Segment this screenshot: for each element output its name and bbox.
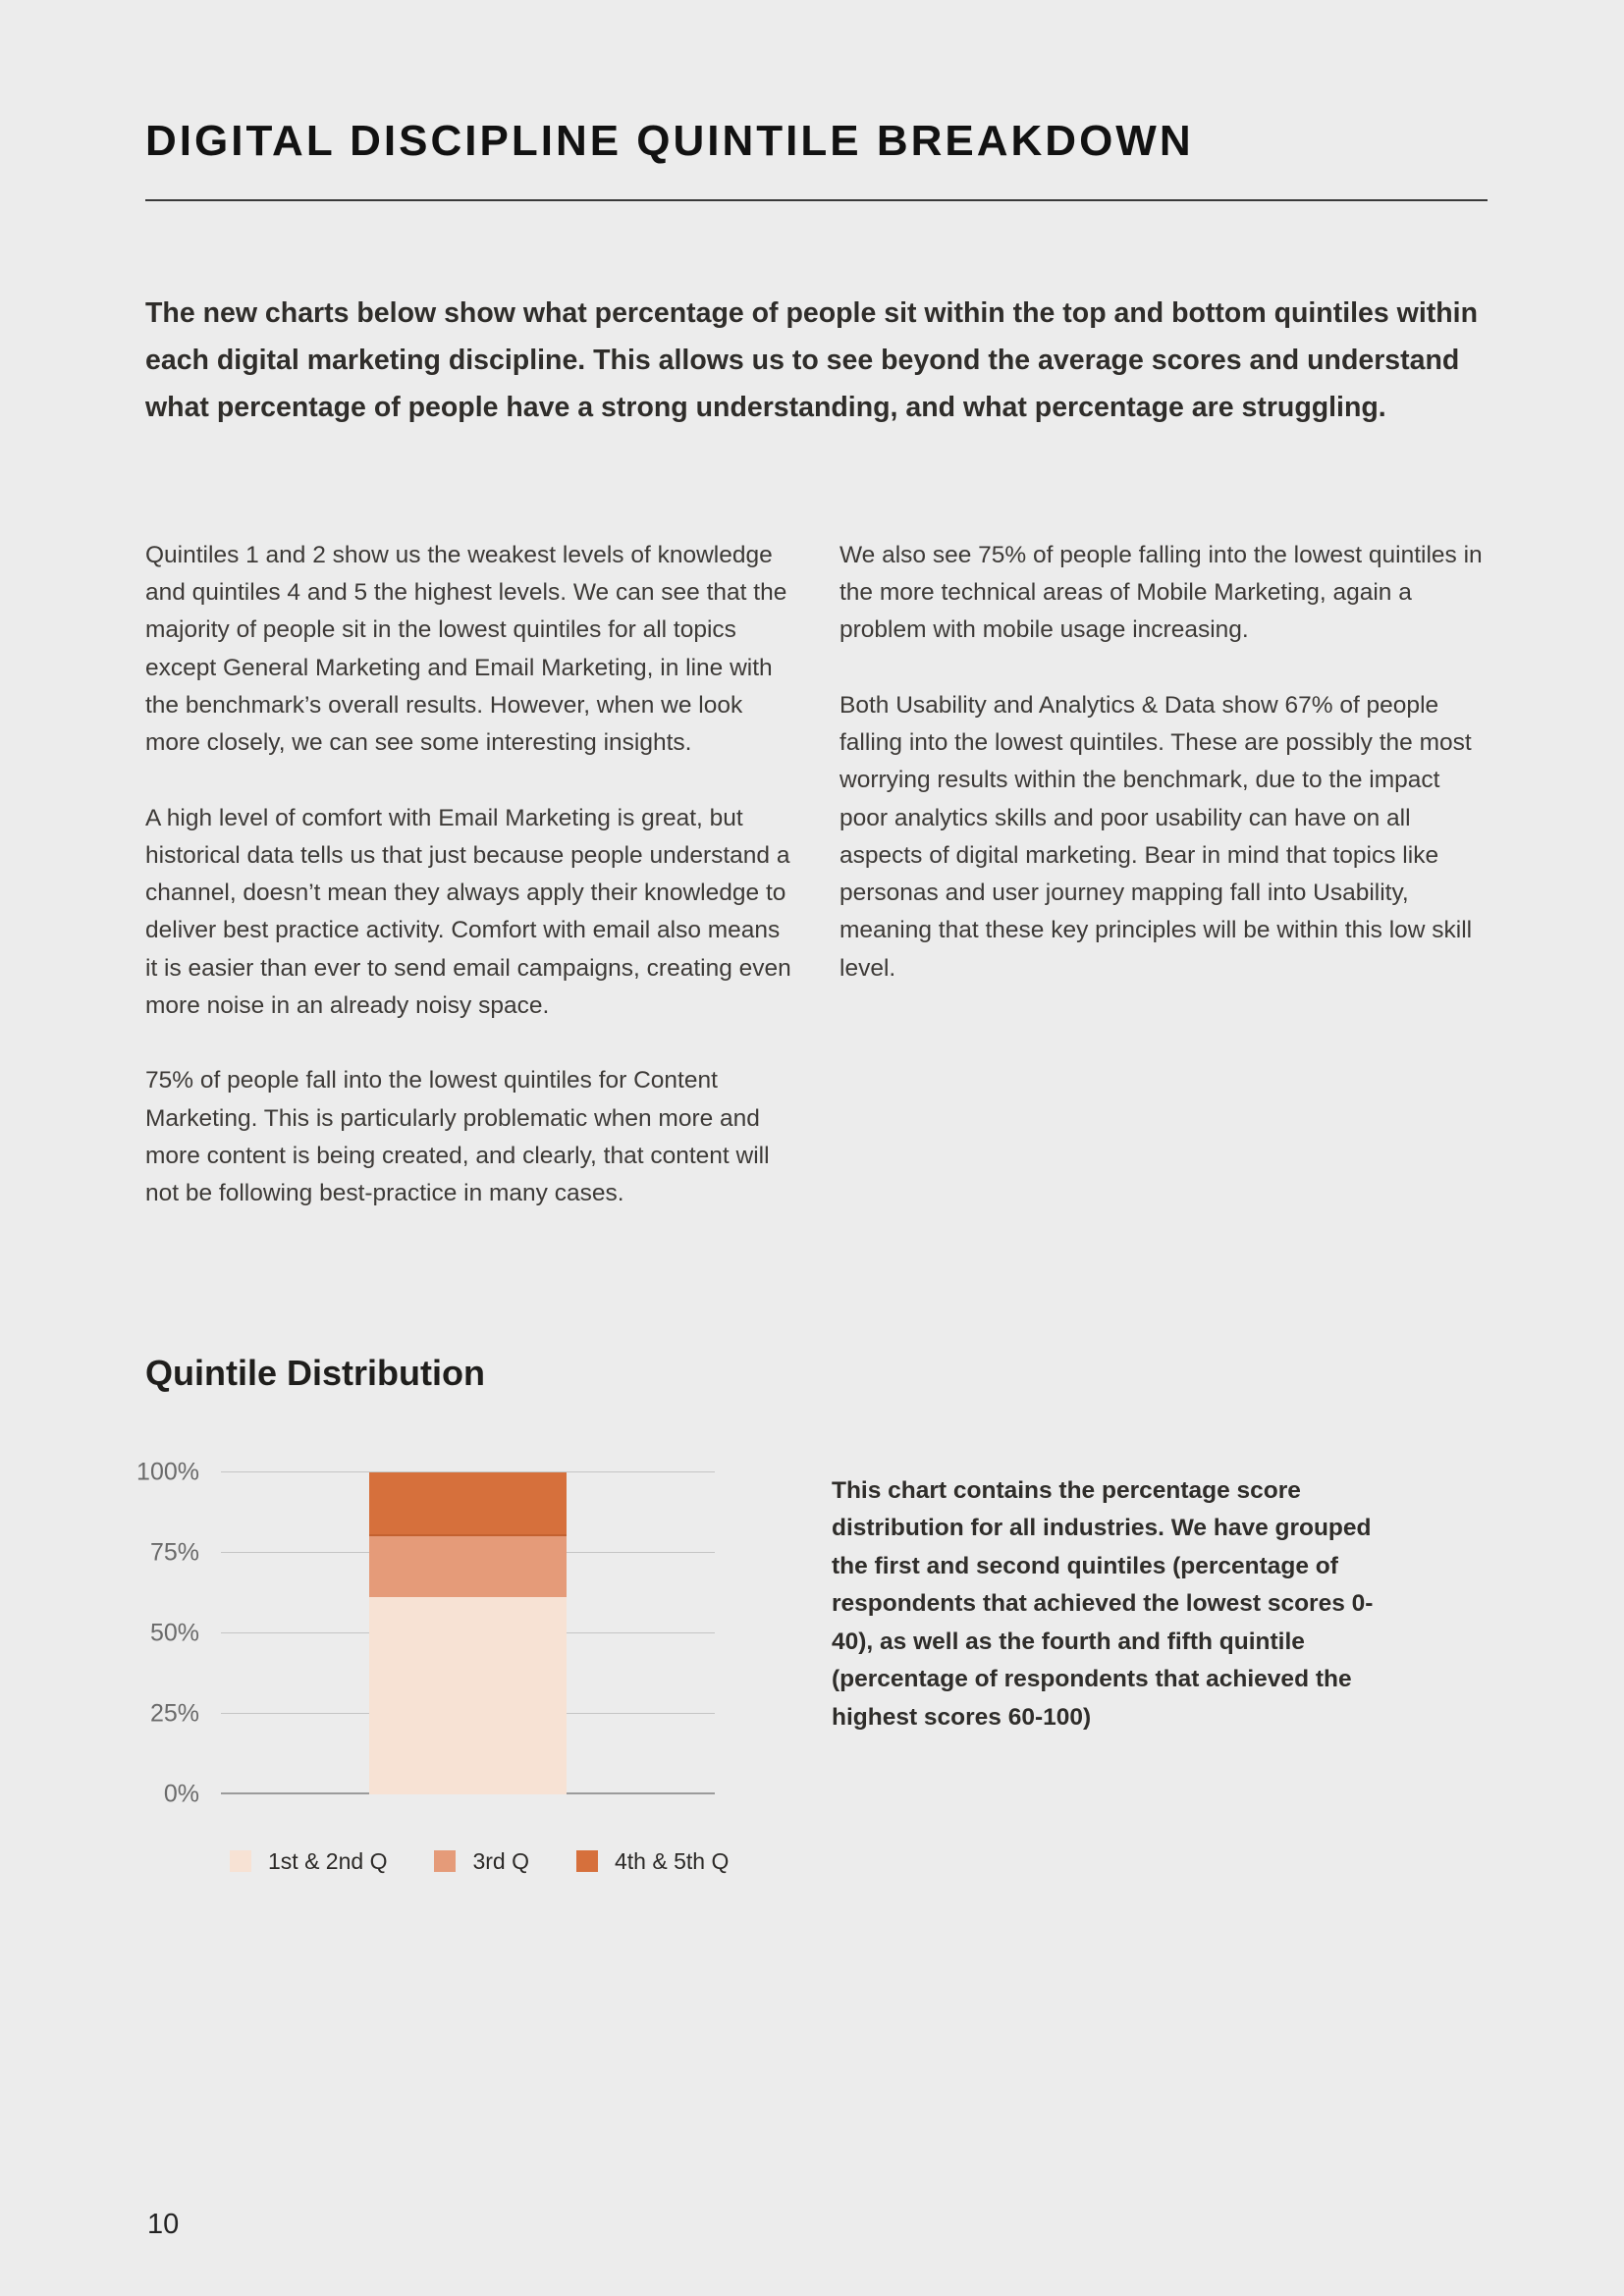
quintile-distribution-chart: 0% 25% 50% 75% 100% 1st & 2nd Q 3rd Q 4th & 5t… <box>136 1458 729 1875</box>
section-heading: Quintile Distribution <box>145 1352 485 1393</box>
legend-swatch <box>434 1850 457 1873</box>
chart-plot-area: 0% 25% 50% 75% 100% <box>136 1458 715 1807</box>
chart-plot <box>221 1470 715 1794</box>
chart-caption: This chart contains the percentage score… <box>832 1476 1374 1731</box>
body-paragraph: 75% of people fall into the lowest quint… <box>145 1067 770 1207</box>
stacked-bar <box>369 1471 567 1794</box>
legend-label: 1st & 2nd Q <box>268 1847 388 1874</box>
bar-segment-2 <box>369 1536 567 1598</box>
legend-swatch <box>576 1850 598 1873</box>
title-rule <box>145 198 1488 201</box>
left-column: Quintiles 1 and 2 show us the weakest le… <box>145 537 793 1251</box>
gridline <box>221 1470 715 1472</box>
intro-paragraph: The new charts below show what percentag… <box>145 296 1478 423</box>
chart-row: 0% 25% 50% 75% 100% 1st & 2nd Q 3rd Q 4th & 5t… <box>136 1458 1488 1875</box>
y-tick-label: 100% <box>136 1458 199 1486</box>
chart-legend: 1st & 2nd Q 3rd Q 4th & 5th Q <box>230 1848 729 1875</box>
body-paragraph: Quintiles 1 and 2 show us the weakest le… <box>145 541 787 757</box>
page-title: DIGITAL DISCIPLINE QUINTILE BREAKDOWN <box>145 117 1194 165</box>
y-tick-label: 0% <box>163 1780 199 1808</box>
legend-item: 1st & 2nd Q <box>230 1848 387 1875</box>
page-number: 10 <box>147 2209 180 2240</box>
right-column: We also see 75% of people falling into t… <box>839 537 1488 1251</box>
bar-segment-3 <box>369 1471 567 1537</box>
body-paragraph: Both Usability and Analytics & Data show… <box>839 691 1473 982</box>
y-tick-label: 75% <box>149 1538 199 1567</box>
chart-y-axis: 0% 25% 50% 75% 100% <box>136 1458 199 1807</box>
legend-swatch <box>230 1850 251 1873</box>
legend-label: 3rd Q <box>472 1847 529 1874</box>
body-columns: Quintiles 1 and 2 show us the weakest le… <box>145 537 1488 1251</box>
y-tick-label: 50% <box>149 1619 199 1647</box>
y-tick-label: 25% <box>149 1699 199 1728</box>
legend-label: 4th & 5th Q <box>615 1847 730 1874</box>
body-paragraph: We also see 75% of people falling into t… <box>839 541 1483 644</box>
body-paragraph: A high level of comfort with Email Marke… <box>145 804 791 1020</box>
legend-item: 3rd Q <box>434 1848 529 1875</box>
legend-item: 4th & 5th Q <box>576 1848 729 1875</box>
bar-segment-1 <box>369 1597 567 1794</box>
